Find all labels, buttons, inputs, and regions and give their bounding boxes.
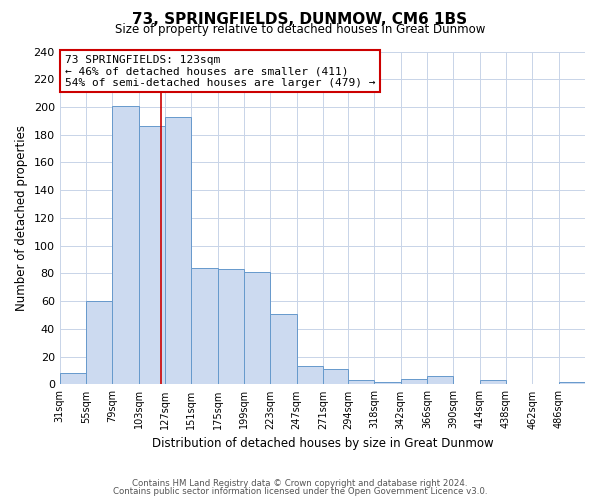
Bar xyxy=(86,301,112,384)
Bar xyxy=(348,380,374,384)
Bar xyxy=(139,126,165,384)
Bar xyxy=(112,106,139,384)
Bar xyxy=(401,379,427,384)
Bar xyxy=(191,268,218,384)
Bar xyxy=(218,270,244,384)
Text: Size of property relative to detached houses in Great Dunmow: Size of property relative to detached ho… xyxy=(115,22,485,36)
Bar xyxy=(427,376,454,384)
Bar xyxy=(270,314,296,384)
Bar xyxy=(165,116,191,384)
Text: Contains public sector information licensed under the Open Government Licence v3: Contains public sector information licen… xyxy=(113,487,487,496)
Bar xyxy=(244,272,270,384)
Bar xyxy=(323,369,348,384)
Bar xyxy=(374,382,401,384)
Bar xyxy=(59,374,86,384)
Y-axis label: Number of detached properties: Number of detached properties xyxy=(15,125,28,311)
Bar xyxy=(559,382,585,384)
Text: 73 SPRINGFIELDS: 123sqm
← 46% of detached houses are smaller (411)
54% of semi-d: 73 SPRINGFIELDS: 123sqm ← 46% of detache… xyxy=(65,55,376,88)
Text: Contains HM Land Registry data © Crown copyright and database right 2024.: Contains HM Land Registry data © Crown c… xyxy=(132,478,468,488)
Bar xyxy=(296,366,323,384)
Text: 73, SPRINGFIELDS, DUNMOW, CM6 1BS: 73, SPRINGFIELDS, DUNMOW, CM6 1BS xyxy=(133,12,467,28)
X-axis label: Distribution of detached houses by size in Great Dunmow: Distribution of detached houses by size … xyxy=(152,437,493,450)
Bar xyxy=(480,380,506,384)
